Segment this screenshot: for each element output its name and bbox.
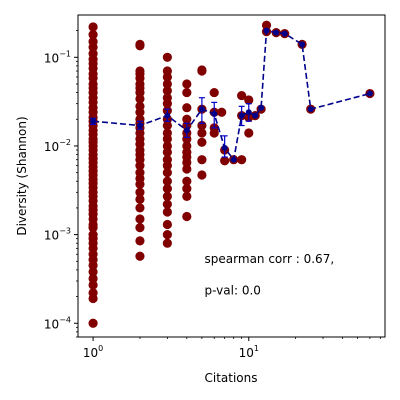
data-point [135,195,144,204]
mean-point [211,111,217,117]
data-point [163,192,172,201]
y-axis-label: Diversity (Shannon) [15,116,29,235]
data-point [182,103,191,112]
y-tick-label: 10−3 [44,227,71,243]
data-point [135,214,144,223]
data-point [210,128,219,137]
y-tick-label: 10−1 [44,49,71,65]
mean-point [308,106,314,112]
data-point [182,88,191,97]
data-point [135,236,144,245]
annotation-text: p-val: 0.0 [205,284,261,298]
mean-point [137,123,143,129]
mean-point [252,113,258,119]
data-point [135,180,144,189]
x-axis: 100 101 [83,337,380,360]
data-point [217,108,226,117]
data-point [197,66,206,75]
data-point [163,207,172,216]
data-point [244,128,253,137]
y-tick-label: 10−4 [44,315,71,331]
mean-point [299,41,305,47]
data-point [88,319,97,328]
mean-point [258,105,264,111]
data-point [163,53,172,62]
plot-area [88,21,374,328]
data-point [88,294,97,303]
annotations: spearman corr : 0.67, p-val: 0.0 [205,252,335,298]
mean-point [273,30,279,36]
data-point [135,203,144,212]
data-point [182,212,191,221]
data-point [182,164,191,173]
data-point [163,168,172,177]
mean-point [164,113,170,119]
data-point [197,155,206,164]
mean-point [184,127,190,133]
data-point [197,170,206,179]
mean-point [199,106,205,112]
mean-point [222,145,228,151]
data-point [237,155,246,164]
data-point [135,252,144,261]
data-point [163,230,172,239]
data-point [182,192,191,201]
data-point [135,41,144,50]
x-tick-label: 100 [83,344,103,360]
x-tick-label: 101 [239,344,259,360]
data-point [197,138,206,147]
data-point [135,223,144,232]
y-axis: 10−4 10−3 10−2 10−1 [44,31,78,337]
annotation-text: spearman corr : 0.67, [205,252,335,266]
data-point [163,220,172,229]
mean-point [246,109,252,115]
mean-point [367,91,373,97]
mean-series-line [93,31,370,160]
x-axis-label: Citations [204,371,257,385]
mean-point [239,113,245,119]
mean-point [264,28,270,34]
data-point [197,128,206,137]
data-point [163,239,172,248]
data-point [88,280,97,289]
y-tick-label: 10−2 [44,138,71,154]
mean-point [282,31,288,37]
mean-point [90,118,96,124]
mean-point [231,157,237,163]
data-point [210,88,219,97]
data-point [182,79,191,88]
